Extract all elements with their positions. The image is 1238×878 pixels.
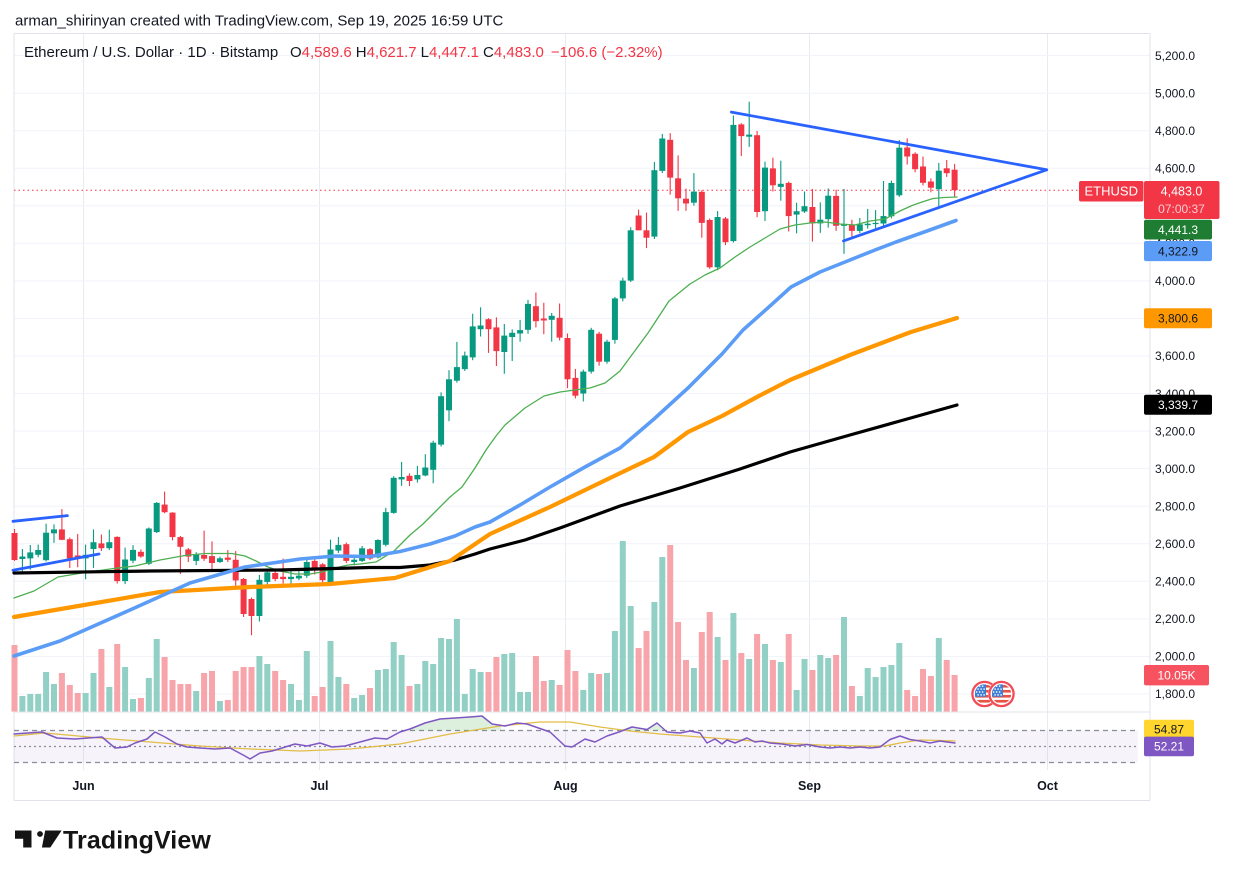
svg-text:4,322.9: 4,322.9 [1158, 244, 1198, 258]
svg-text:Oct: Oct [1037, 779, 1059, 793]
svg-text:2,200.0: 2,200.0 [1155, 612, 1195, 626]
svg-text:3,339.7: 3,339.7 [1158, 398, 1198, 412]
svg-text:4,000.0: 4,000.0 [1155, 274, 1195, 288]
svg-text:4,441.3: 4,441.3 [1158, 223, 1198, 237]
svg-text:ETHUSD: ETHUSD [1085, 183, 1138, 198]
svg-text:O4,589.6H4,621.7L4,447.1C4,483: O4,589.6 H4,621.7 L4,447.1 C4,483.0 −106.6 (… [290, 44, 663, 61]
svg-text:Jul: Jul [310, 779, 328, 793]
svg-text:2,000.0: 2,000.0 [1155, 650, 1195, 664]
svg-text:3,200.0: 3,200.0 [1155, 424, 1195, 438]
svg-text:2,400.0: 2,400.0 [1155, 575, 1195, 589]
svg-text:Aug: Aug [553, 779, 577, 793]
svg-text:4,483.0: 4,483.0 [1161, 185, 1203, 199]
svg-text:Jun: Jun [72, 779, 94, 793]
svg-text:2,600.0: 2,600.0 [1155, 537, 1195, 551]
svg-text:TradingView: TradingView [63, 827, 211, 855]
svg-text:Ethereum / U.S. Dollar · 1D ·: Ethereum / U.S. Dollar · 1D · Bitstamp [24, 44, 278, 61]
svg-text:4,600.0: 4,600.0 [1155, 161, 1195, 175]
svg-text:10.05K: 10.05K [1157, 668, 1195, 682]
svg-text:arman_shirinyan created with T: arman_shirinyan created with TradingView… [15, 13, 503, 30]
svg-text:4,800.0: 4,800.0 [1155, 124, 1195, 138]
svg-text:Sep: Sep [798, 779, 821, 793]
svg-text:5,200.0: 5,200.0 [1155, 49, 1195, 63]
svg-text:3,800.6: 3,800.6 [1158, 311, 1198, 325]
svg-text:5,000.0: 5,000.0 [1155, 86, 1195, 100]
svg-text:54.87: 54.87 [1154, 723, 1184, 737]
svg-text:3,600.0: 3,600.0 [1155, 349, 1195, 363]
svg-text:3,000.0: 3,000.0 [1155, 462, 1195, 476]
svg-text:2,800.0: 2,800.0 [1155, 499, 1195, 513]
svg-text:52.21: 52.21 [1154, 740, 1184, 754]
svg-text:07:00:37: 07:00:37 [1158, 202, 1205, 216]
svg-text:1,800.0: 1,800.0 [1155, 687, 1195, 701]
